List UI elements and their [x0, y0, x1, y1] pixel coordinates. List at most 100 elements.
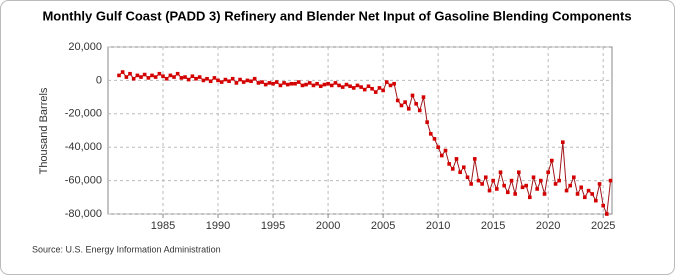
marker [282, 81, 286, 85]
marker [311, 83, 316, 88]
marker [355, 83, 360, 88]
marker [539, 178, 543, 183]
marker [208, 79, 213, 84]
marker [271, 81, 275, 86]
marker [285, 82, 290, 87]
marker [304, 82, 308, 87]
marker [454, 157, 459, 161]
marker [150, 73, 154, 78]
marker [586, 188, 591, 193]
marker [443, 148, 448, 153]
marker [516, 170, 521, 175]
marker [601, 203, 605, 208]
marker [524, 183, 528, 188]
y-tick-label: -60,000 [65, 175, 102, 187]
marker [498, 170, 503, 175]
marker [406, 106, 411, 111]
marker [175, 71, 180, 76]
x-tick-label: 2010 [426, 220, 450, 232]
marker [142, 72, 147, 77]
marker [212, 76, 217, 80]
marker [333, 81, 338, 85]
marker [502, 183, 506, 188]
marker [359, 85, 363, 89]
marker [186, 77, 191, 82]
marker [340, 85, 345, 89]
x-tick-label: 2025 [591, 220, 615, 232]
marker [179, 76, 184, 80]
marker [245, 78, 250, 83]
marker [432, 137, 437, 141]
marker [527, 195, 532, 200]
x-tick-label: 1995 [261, 220, 285, 232]
chart-title: Monthly Gulf Coast (PADD 3) Refinery and… [42, 8, 631, 23]
marker [131, 76, 136, 81]
marker [450, 167, 455, 171]
y-axis-label: Thousand Barrels [38, 87, 50, 174]
marker [326, 81, 330, 86]
marker [344, 82, 349, 87]
marker [205, 76, 209, 81]
marker [216, 78, 220, 83]
marker [128, 71, 132, 76]
marker [293, 81, 297, 86]
marker [197, 75, 202, 79]
marker [161, 74, 165, 79]
marker [417, 108, 422, 113]
marker [531, 175, 536, 180]
marker [183, 75, 187, 79]
marker [476, 178, 481, 183]
marker [230, 76, 235, 81]
marker [362, 87, 367, 92]
marker [447, 162, 451, 166]
marker [289, 81, 294, 86]
marker [483, 175, 488, 180]
marker [300, 83, 305, 88]
marker [263, 82, 268, 87]
y-tick-label: 20,000 [68, 41, 102, 53]
marker [487, 188, 492, 193]
y-tick-label: 0 [96, 74, 102, 86]
marker [535, 187, 539, 191]
marker [234, 81, 239, 85]
marker [439, 153, 444, 158]
marker [542, 192, 547, 196]
y-tick-label: -80,000 [65, 208, 102, 220]
marker [561, 140, 565, 144]
y-tick-label: -20,000 [65, 108, 102, 120]
marker [608, 178, 613, 183]
marker [168, 73, 173, 78]
marker [491, 178, 495, 183]
marker [307, 81, 312, 85]
marker [590, 192, 594, 196]
marker [366, 84, 371, 89]
series-line [118, 71, 612, 216]
x-tick-label: 1985 [151, 220, 175, 232]
marker [388, 83, 393, 88]
marker [436, 145, 440, 149]
marker [425, 120, 429, 124]
marker [164, 76, 169, 81]
marker [238, 77, 242, 82]
marker [120, 70, 125, 74]
marker [194, 76, 198, 81]
marker [605, 212, 609, 216]
marker [370, 86, 374, 91]
marker [351, 86, 356, 90]
marker [505, 190, 510, 195]
marker [190, 74, 195, 79]
marker [172, 75, 176, 79]
marker [318, 84, 323, 89]
marker [249, 79, 253, 84]
marker [315, 81, 319, 86]
marker [117, 73, 121, 78]
marker [480, 182, 484, 186]
marker [597, 182, 602, 186]
x-tick-label: 2020 [536, 220, 560, 232]
marker [546, 170, 550, 175]
marker [267, 81, 272, 85]
marker [201, 78, 206, 83]
y-tick-label: -40,000 [65, 141, 102, 153]
marker [139, 75, 143, 79]
